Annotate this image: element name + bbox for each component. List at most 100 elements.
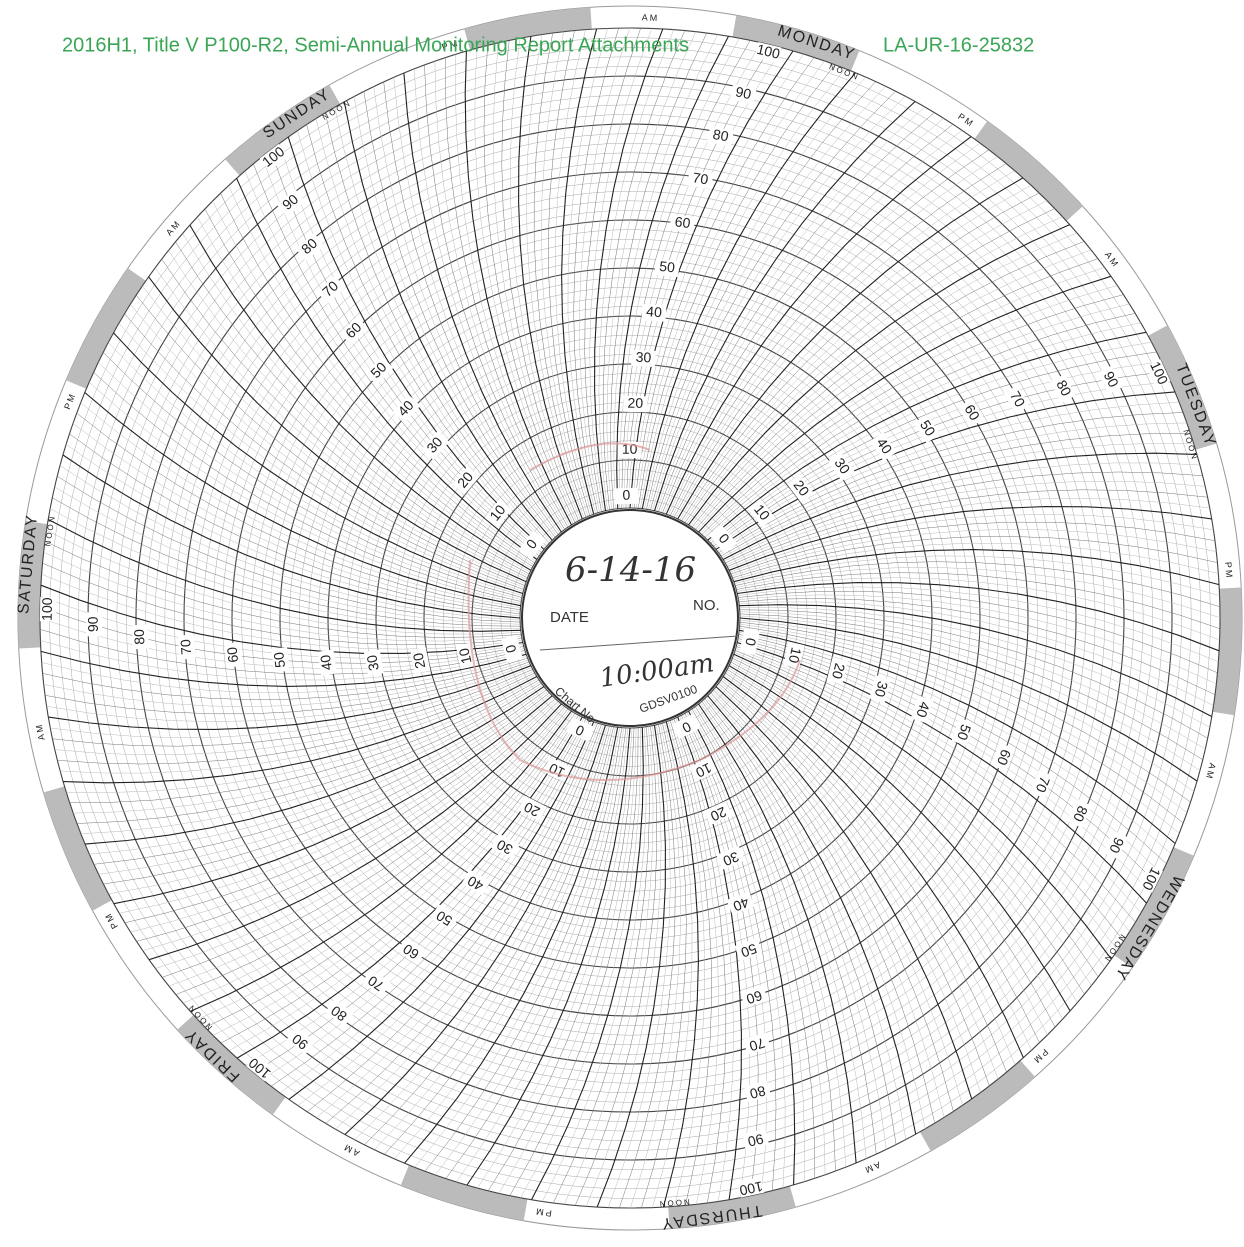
time-line bbox=[660, 118, 944, 513]
am-label: AM bbox=[1204, 762, 1218, 781]
label-backdrop bbox=[870, 432, 897, 461]
scale-label: 40 bbox=[874, 435, 896, 457]
scale-label: 20 bbox=[627, 395, 643, 411]
time-line bbox=[488, 727, 635, 1191]
time-line bbox=[736, 644, 1142, 913]
time-line bbox=[270, 720, 591, 1087]
time-line bbox=[584, 28, 641, 512]
time-line bbox=[686, 712, 786, 1188]
label-backdrop bbox=[741, 1128, 769, 1150]
scale-label: 40 bbox=[317, 654, 335, 672]
time-line bbox=[733, 542, 1219, 580]
scale-label: 60 bbox=[674, 213, 692, 231]
report-number: LA-UR-16-25832 bbox=[883, 34, 1034, 56]
time-line bbox=[424, 64, 565, 530]
time-line bbox=[726, 670, 1048, 1036]
label-backdrop bbox=[39, 597, 57, 622]
scale-label: 100 bbox=[39, 597, 55, 621]
time-line bbox=[554, 29, 592, 515]
time-line bbox=[561, 28, 598, 515]
noon-label: NOON bbox=[657, 1197, 690, 1208]
time-line bbox=[335, 724, 604, 1130]
label-backdrop bbox=[740, 984, 768, 1008]
time-line bbox=[733, 549, 1220, 586]
time-line bbox=[189, 224, 532, 571]
ring bbox=[78, 66, 1182, 1170]
time-line bbox=[696, 705, 847, 1168]
time-line bbox=[373, 86, 557, 537]
time-line bbox=[703, 699, 887, 1150]
time-line bbox=[40, 650, 527, 687]
time-line bbox=[72, 423, 521, 613]
time-line bbox=[731, 659, 1092, 986]
ring bbox=[212, 200, 1048, 1036]
time-line bbox=[148, 276, 527, 583]
ring bbox=[250, 238, 1010, 998]
time-line bbox=[162, 706, 565, 978]
time-line bbox=[48, 519, 521, 632]
time-line bbox=[739, 623, 1188, 813]
label-backdrop bbox=[430, 904, 460, 931]
time-line bbox=[709, 341, 1152, 542]
time-line bbox=[727, 669, 1056, 1028]
time-line bbox=[89, 687, 546, 855]
ring bbox=[289, 277, 971, 959]
time-line bbox=[726, 480, 1206, 566]
label-backdrop bbox=[224, 641, 243, 668]
ring bbox=[222, 210, 1038, 1026]
label-backdrop bbox=[786, 474, 815, 504]
time-line bbox=[93, 372, 522, 602]
scale-label: 40 bbox=[913, 700, 933, 720]
time-line bbox=[297, 130, 546, 548]
time-line bbox=[483, 45, 576, 523]
time-line bbox=[738, 598, 1216, 695]
time-line bbox=[715, 686, 973, 1100]
scale-label: 70 bbox=[1007, 388, 1029, 410]
time-line bbox=[710, 692, 936, 1124]
rim-band bbox=[1212, 587, 1242, 716]
ring bbox=[183, 171, 1077, 1065]
time-line bbox=[40, 640, 526, 681]
time-line bbox=[735, 567, 1221, 618]
time-line bbox=[57, 476, 521, 623]
time-line bbox=[621, 40, 751, 509]
time-line bbox=[130, 699, 557, 933]
time-line bbox=[738, 590, 1218, 674]
label-backdrop bbox=[484, 499, 513, 528]
number-label: NO. bbox=[693, 597, 720, 614]
time-line bbox=[113, 332, 523, 595]
time-line bbox=[736, 646, 1136, 923]
time-line bbox=[445, 727, 627, 1179]
time-line bbox=[739, 629, 1176, 844]
time-line bbox=[635, 60, 825, 509]
time-line bbox=[41, 656, 527, 694]
time-line bbox=[93, 689, 547, 865]
time-line bbox=[721, 678, 1016, 1066]
rim-band bbox=[1114, 847, 1194, 968]
time-line bbox=[703, 303, 1130, 537]
time-line bbox=[731, 529, 1217, 577]
time-line bbox=[669, 720, 712, 1206]
time-line bbox=[704, 312, 1136, 538]
time-line bbox=[434, 61, 567, 529]
ring bbox=[174, 162, 1086, 1074]
time-line bbox=[664, 130, 963, 514]
scale-label: 0 bbox=[622, 487, 630, 503]
time-line bbox=[197, 216, 532, 569]
time-line bbox=[80, 684, 543, 835]
label-backdrop bbox=[687, 169, 714, 190]
time-line bbox=[739, 601, 1214, 706]
label-backdrop bbox=[245, 1053, 275, 1082]
time-line bbox=[730, 661, 1085, 995]
label-backdrop bbox=[259, 143, 289, 172]
pm-label: PM bbox=[534, 1206, 553, 1218]
time-line bbox=[244, 170, 539, 558]
label-backdrop bbox=[743, 1080, 772, 1102]
time-line bbox=[721, 443, 1194, 558]
time-line bbox=[98, 691, 549, 875]
scale-label: 0 bbox=[502, 643, 519, 655]
label-backdrop bbox=[1067, 799, 1092, 828]
label-backdrop bbox=[1029, 769, 1054, 799]
time-line bbox=[737, 586, 1219, 663]
time-line bbox=[108, 694, 551, 895]
